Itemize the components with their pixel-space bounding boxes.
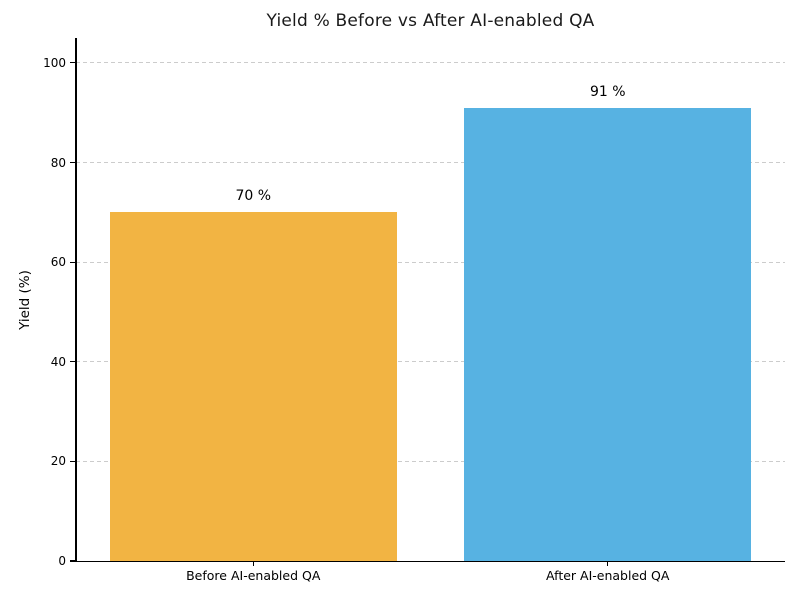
y-axis-spine [75, 38, 77, 561]
bar-after-ai-enabled-qa [464, 107, 752, 561]
bar-value-label-after-ai-enabled-qa: 91 % [589, 83, 626, 100]
x-tick-mark-before-ai-enabled-qa [252, 561, 254, 566]
x-tick-label-before-ai-enabled-qa: Before AI-enabled QA [186, 568, 321, 583]
x-tick-mark-after-ai-enabled-qa [607, 561, 609, 566]
y-tick-mark-100 [70, 62, 76, 64]
gridline-20 [76, 460, 785, 462]
y-tick-mark-0 [70, 560, 76, 562]
gridline-60 [76, 261, 785, 263]
chart-title: Yield % Before vs After AI-enabled QA [266, 11, 595, 31]
y-tick-label-60: 60 [50, 255, 66, 270]
gridline-100 [76, 62, 785, 64]
y-tick-label-100: 100 [43, 55, 66, 70]
y-tick-mark-80 [70, 161, 76, 164]
y-tick-label-40: 40 [50, 354, 66, 369]
bar-value-label-before-ai-enabled-qa: 70 % [235, 188, 272, 205]
x-tick-label-after-ai-enabled-qa: After AI-enabled QA [546, 568, 670, 583]
y-axis-label: Yield (%) [17, 270, 33, 330]
y-tick-mark-40 [70, 361, 76, 363]
gridline-40 [76, 361, 785, 363]
gridline-80 [76, 162, 785, 164]
x-axis-spine [75, 560, 785, 562]
bar-before-ai-enabled-qa [109, 212, 397, 561]
y-tick-label-80: 80 [50, 155, 66, 170]
y-tick-mark-60 [70, 261, 76, 263]
y-tick-label-20: 20 [50, 454, 66, 469]
y-tick-label-0: 0 [58, 554, 66, 568]
y-tick-mark-20 [70, 460, 76, 462]
plot-area: 70 % 91 % [75, 38, 785, 562]
